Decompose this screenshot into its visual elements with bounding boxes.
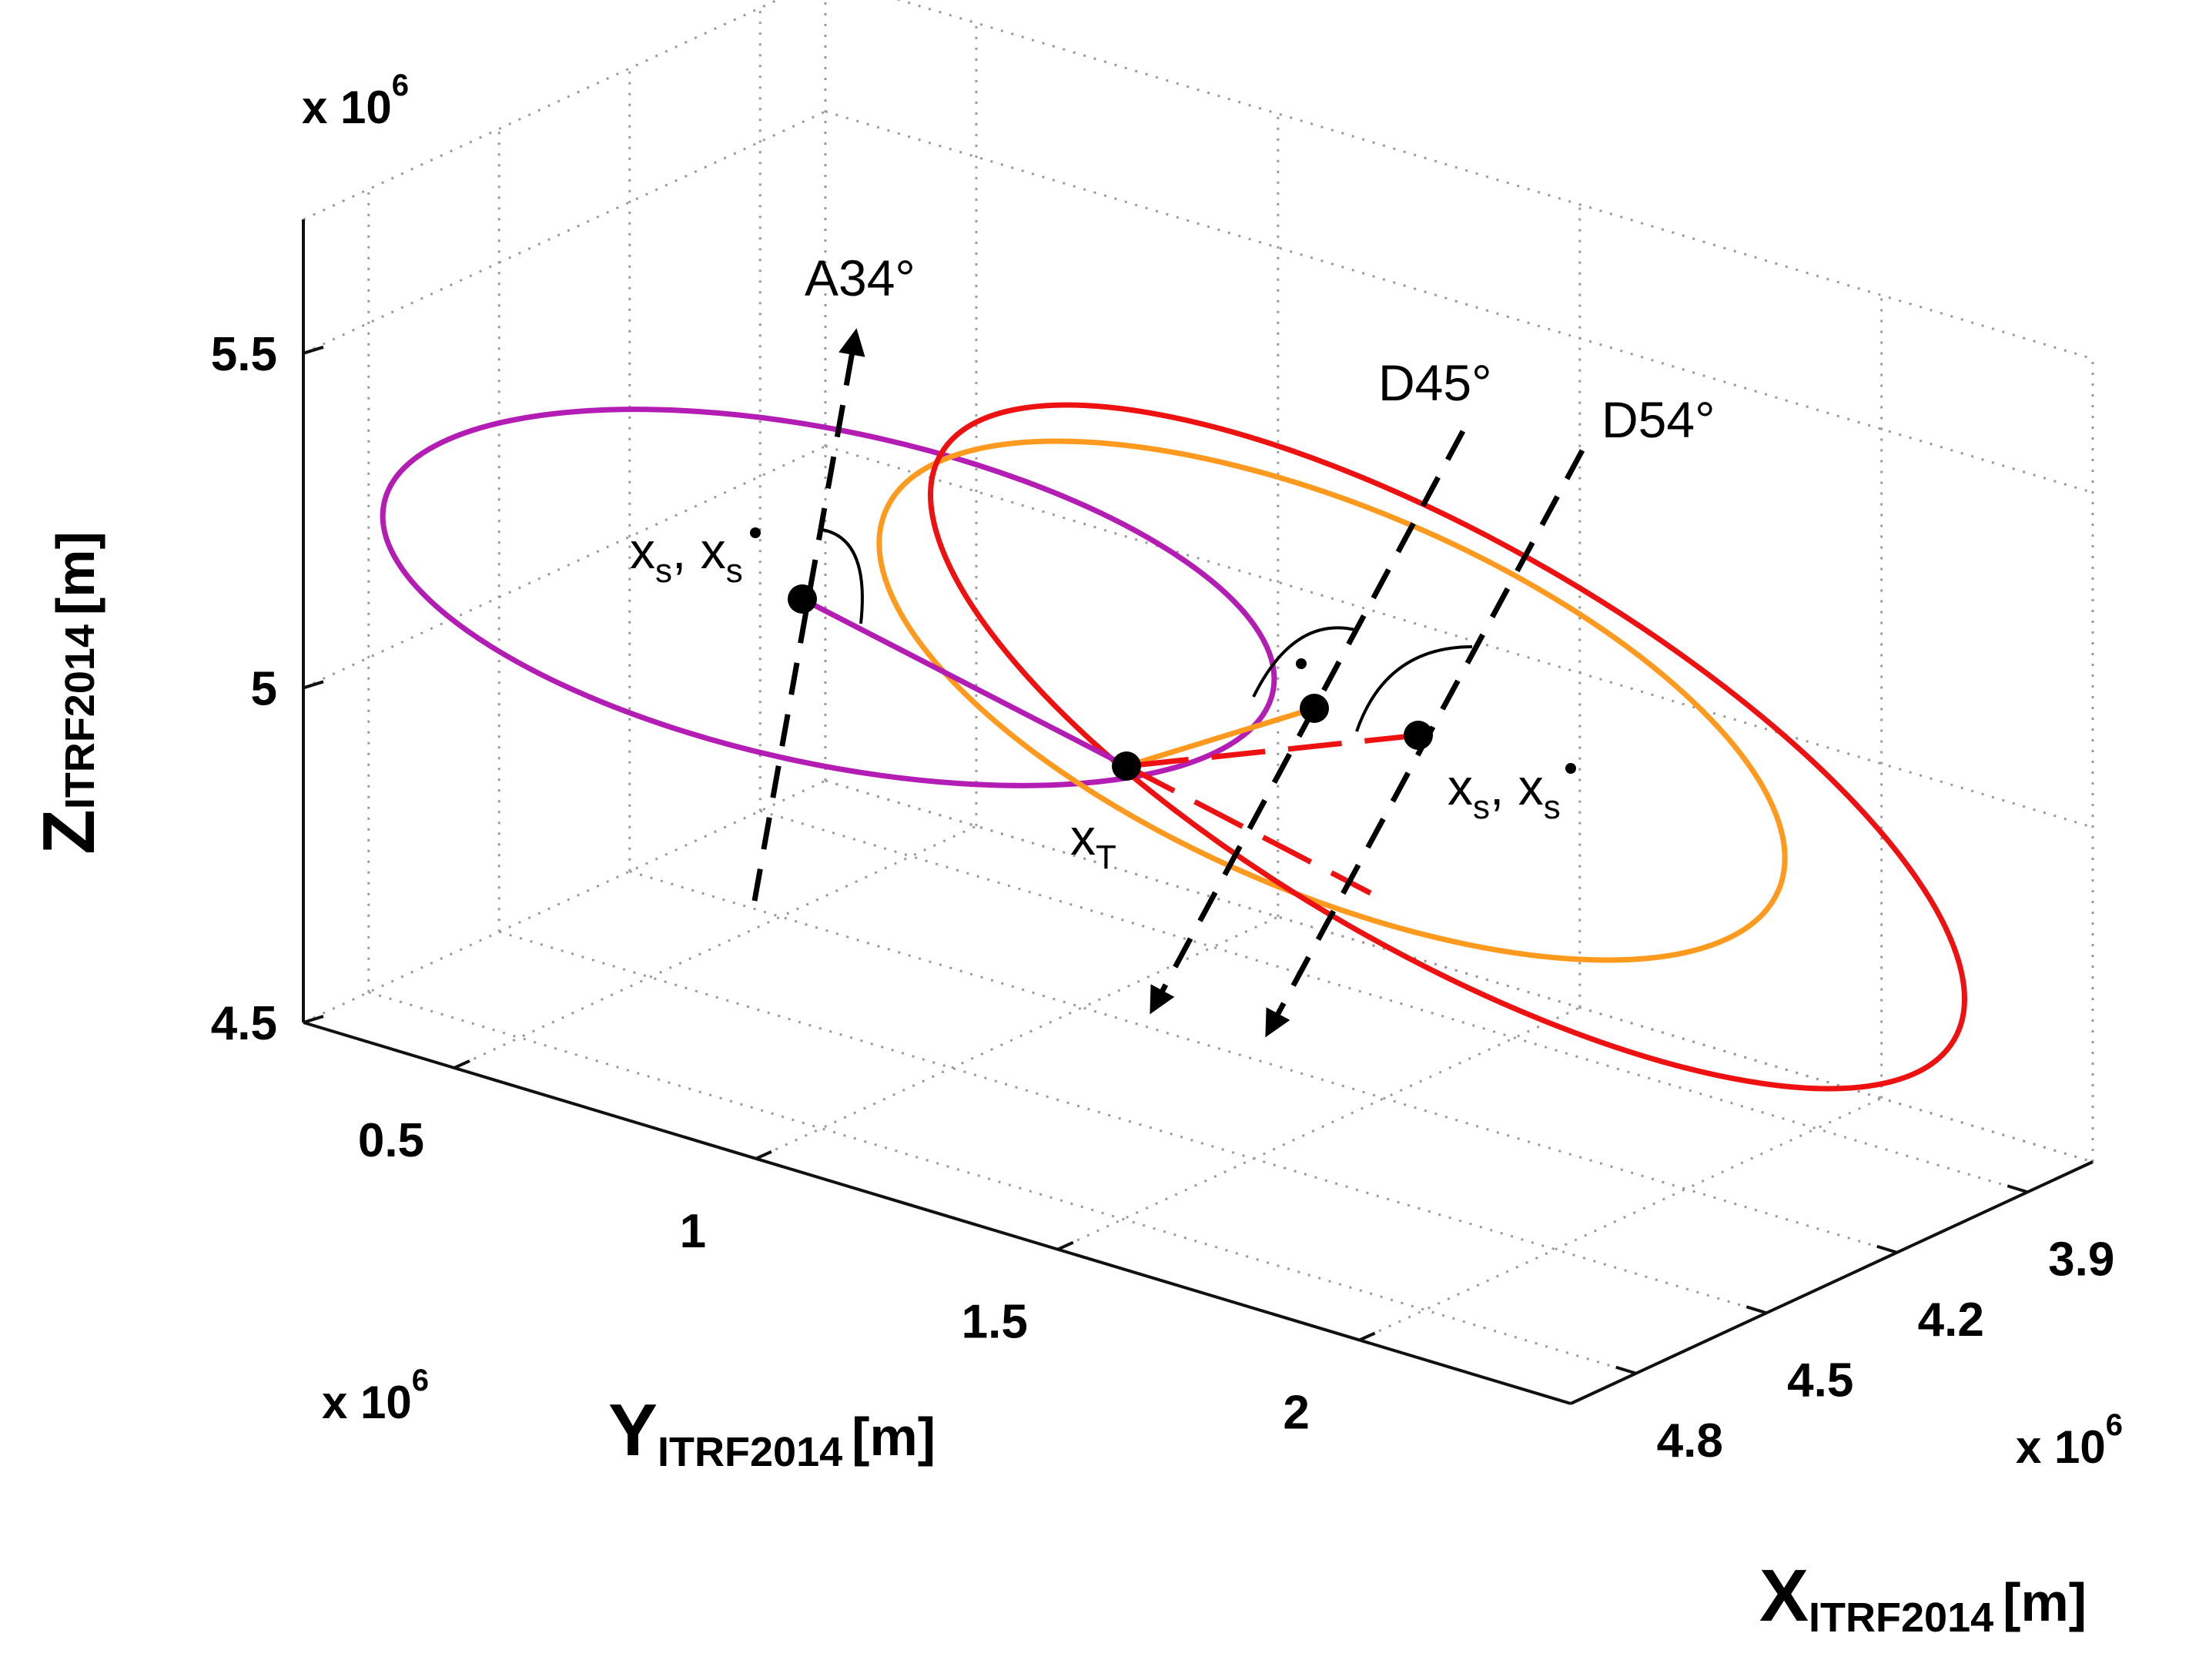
grid-left-z (303, 779, 826, 1024)
grid-edge (895, 0, 2094, 360)
satellite-point-a34 (788, 584, 817, 614)
orbit-d54-segment (1125, 763, 1372, 896)
z-axis-title: ZITRF2014[m] (28, 531, 110, 855)
x-axis-line (1570, 1160, 2094, 1405)
z-tick-label: 4.5 (211, 997, 277, 1050)
annotation-a34: A34° (805, 249, 915, 306)
satellite-label-d54: xs, xs (1448, 758, 1576, 826)
grid-floor-x (629, 870, 1898, 1254)
z-axis-multiplier: x 106 (302, 69, 409, 133)
velocity-direction-a34 (751, 328, 865, 902)
y-tick-label: 1 (680, 1205, 706, 1258)
y-axis-line (303, 1021, 1571, 1405)
annotation-d45: D45° (1378, 354, 1491, 411)
right-angle-arc-d45 (1252, 626, 1356, 698)
los-a34 (801, 596, 1128, 769)
target-label: xT (1070, 808, 1116, 876)
y-tick-label: 1.5 (962, 1296, 1028, 1349)
grid-floor-y (755, 915, 1279, 1160)
x-axis-multiplier: x 106 (2016, 1408, 2123, 1473)
x-tick (2007, 1184, 2028, 1194)
orbit-a34 (380, 407, 1277, 788)
orbit-series (380, 402, 1967, 1092)
z-tick (303, 345, 324, 355)
y-tick-label: 2 (1283, 1387, 1309, 1440)
velocity-dot-d54 (1565, 763, 1576, 774)
grid-back-z (825, 779, 2094, 1163)
svg-text:ZITRF2014[m]: ZITRF2014[m] (28, 531, 110, 855)
axis-lines (302, 219, 2094, 1405)
grid-floor-x (759, 809, 2028, 1193)
los-d54 (1126, 732, 1419, 769)
satellite-label-a34: xs, xs (630, 522, 761, 590)
right-angle-arc-a34 (822, 528, 864, 624)
x-tick-label: 3.9 (2048, 1233, 2114, 1286)
y-tick (755, 1150, 772, 1160)
x-tick (1615, 1365, 1637, 1375)
y-axis-multiplier: x 106 (322, 1364, 429, 1428)
z-tick (303, 680, 324, 690)
z-tick-label: 5 (251, 662, 277, 715)
velocity-dot-d45 (1296, 658, 1307, 669)
x-axis-title: XITRF2014 [m] (1759, 1555, 2087, 1641)
svg-text:xs, xs: xs, xs (1448, 758, 1561, 826)
los-d45 (1125, 705, 1316, 769)
z-tick (303, 1015, 324, 1024)
satellite-point-d54 (1404, 721, 1433, 750)
orbit-d54 (928, 402, 1967, 1092)
annotation-d54: D54° (1602, 391, 1715, 448)
z-tick-label: 5.5 (211, 328, 277, 381)
x-tick-label: 4.5 (1787, 1354, 1853, 1407)
grid-floor-y (1359, 1097, 1883, 1341)
axis-ticks: 4.5 5 5.5 0.5 1 1.5 2 3.9 4.2 4.5 4.8 (211, 328, 2115, 1467)
x-tick-label: 4.2 (1918, 1293, 1984, 1347)
y-axis-title: YITRF2014 [m] (608, 1389, 936, 1475)
y-tick-label: 0.5 (358, 1114, 424, 1167)
orbit-d45 (876, 438, 1788, 963)
y-tick (454, 1059, 470, 1069)
svg-text:xs, xs: xs, xs (630, 522, 743, 590)
grid-edge (825, 779, 2094, 1163)
velocity-dot-a34 (750, 527, 761, 538)
grid-left-z (303, 110, 826, 355)
x-tick-label: 4.8 (1657, 1414, 1723, 1467)
y-tick (1358, 1331, 1376, 1342)
grid-floor-y (454, 825, 977, 1069)
grid-floor-y (1057, 1006, 1581, 1251)
grid-left-z (303, 445, 826, 689)
vector-annotations (751, 328, 1585, 1038)
x-tick (1746, 1305, 1767, 1315)
satellite-point-d45 (1300, 694, 1329, 723)
grid-lines (303, 0, 2094, 1405)
target-point (1112, 751, 1141, 781)
right-angle-arc-d54 (1355, 645, 1473, 732)
x-tick (1876, 1244, 1898, 1254)
y-tick (1056, 1240, 1074, 1251)
